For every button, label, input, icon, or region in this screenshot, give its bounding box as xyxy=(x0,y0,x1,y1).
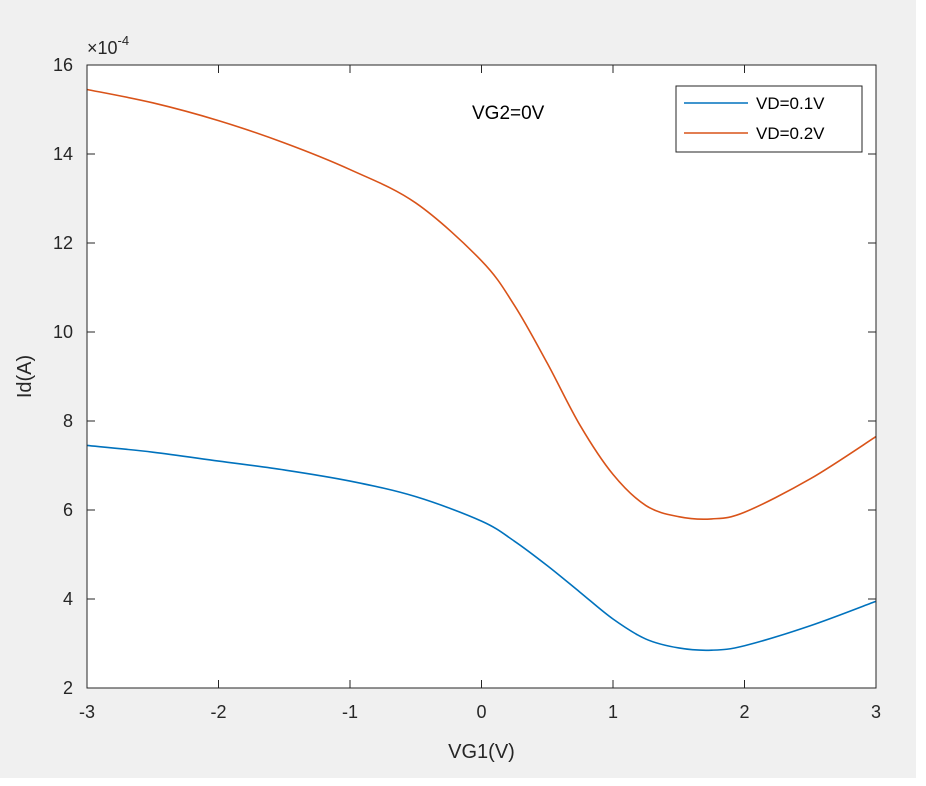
y-tick-label: 2 xyxy=(63,678,73,698)
figure-background: -3 -2 -1 0 1 2 3 2 4 6 8 10 12 14 16 ×10-4 VG2=0V VG1(… xyxy=(0,0,916,778)
y-tick-label: 10 xyxy=(53,322,73,342)
plot-background xyxy=(87,65,876,688)
series-line-2 xyxy=(86,88,877,520)
y-exponent-base: ×10 xyxy=(87,38,118,58)
legend-label-1: VD=0.1V xyxy=(756,94,825,113)
y-tick-label: 4 xyxy=(63,589,73,609)
legend-label-2: VD=0.2V xyxy=(756,124,825,143)
x-tick-label: 1 xyxy=(608,702,618,722)
x-tick-label: 0 xyxy=(476,702,486,722)
series-layer xyxy=(86,88,877,652)
plot-area xyxy=(87,65,876,688)
y-tick-label: 8 xyxy=(63,411,73,431)
y-axis-title: Id(A) xyxy=(14,355,36,398)
y-tick-label: 12 xyxy=(53,233,73,253)
x-tick-label: -3 xyxy=(79,702,95,722)
legend-box xyxy=(675,85,863,153)
x-tick-label: 2 xyxy=(739,702,749,722)
legend: VD=0.1V VD=0.2V xyxy=(675,85,863,153)
y-tick-label: 16 xyxy=(53,55,73,75)
y-exponent-label: ×10-4 xyxy=(87,33,129,58)
x-tick-label: -2 xyxy=(210,702,226,722)
series-line-1 xyxy=(86,444,877,652)
x-tick-label: 3 xyxy=(871,702,881,722)
x-tick-label: -1 xyxy=(342,702,358,722)
y-tick-label: 6 xyxy=(63,500,73,520)
y-tick-label: 14 xyxy=(53,144,73,164)
y-exponent-power: -4 xyxy=(118,33,130,48)
x-axis-title: VG1(V) xyxy=(448,741,515,763)
chart-annotation: VG2=0V xyxy=(472,103,545,124)
